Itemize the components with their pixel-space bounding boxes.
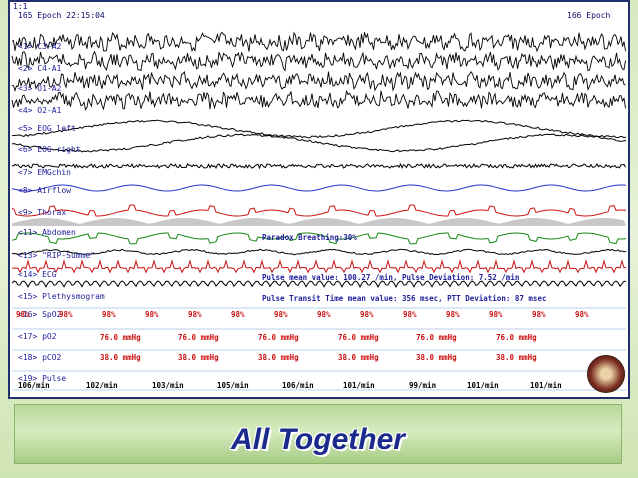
pco2-value: 38.0 mmHg — [338, 353, 379, 362]
channel-label: <14> ECG — [18, 270, 57, 279]
spo2-value: 98% — [403, 310, 417, 319]
channel-label: <16> SpO2 — [18, 310, 62, 319]
epoch-left-label: 165 Epoch 22:15:04 — [18, 11, 105, 20]
pco2-value: 38.0 mmHg — [416, 353, 457, 362]
channel-label: <7> EMGchin — [18, 168, 71, 177]
trace-13 — [11, 280, 627, 289]
trace-11 — [11, 248, 627, 256]
spo2-value: 98% — [489, 310, 503, 319]
spo2-value: 98% — [446, 310, 460, 319]
channel-label: <8> Airflow — [18, 186, 71, 195]
pco2-value: 38.0 mmHg — [100, 353, 141, 362]
trace-3 — [11, 70, 626, 92]
spo2-value: 98% — [231, 310, 245, 319]
po2-value: 76.0 mmHg — [416, 333, 457, 342]
spo2-value: 98% — [274, 310, 288, 319]
po2-value: 76.0 mmHg — [338, 333, 379, 342]
pco2-value: 38.0 mmHg — [496, 353, 537, 362]
trace-2 — [11, 50, 626, 72]
channel-label: <19> Pulse — [18, 374, 67, 383]
trace-9 — [11, 204, 627, 217]
caption-banner: All Together — [14, 404, 622, 464]
ptt-annotation: Pulse Transit Time mean value: 356 msec,… — [262, 294, 547, 303]
spo2-value: 98% — [317, 310, 331, 319]
channel-label: <6> EOG right — [18, 145, 81, 154]
trace-12 — [11, 259, 627, 274]
po2-value: 76.0 mmHg — [178, 333, 219, 342]
pulse-value: 106/min — [18, 381, 50, 390]
channel-label: <4> O2-A1 — [18, 106, 62, 115]
paradox-breathing-annotation: Paradox Breathing:30% — [262, 233, 357, 242]
spo2-value: 98% — [188, 310, 202, 319]
pulse-value: 105/min — [217, 381, 249, 390]
pco2-value: 38.0 mmHg — [178, 353, 219, 362]
thorax-abdomen-shading — [12, 218, 626, 226]
spo2-value: 98% — [145, 310, 159, 319]
signal-traces — [11, 31, 627, 391]
spo2-value: 98% — [16, 310, 30, 319]
lab-logo — [587, 355, 625, 393]
pulse-value: 101/min — [343, 381, 375, 390]
po2-value: 76.0 mmHg — [496, 333, 537, 342]
channel-label: <5> EOG left — [18, 124, 76, 133]
pulse-value: 99/min — [409, 381, 437, 390]
channel-label: <2> C4-A1 — [18, 64, 62, 73]
channel-label: <1> C3-A2 — [18, 42, 62, 51]
pulse-value: 102/min — [86, 381, 118, 390]
spo2-value: 98% — [59, 310, 73, 319]
channel-label: <11> Abdomen — [18, 228, 76, 237]
pulse-value: 103/min — [152, 381, 184, 390]
channel-label: <15> Plethysmogram — [18, 292, 105, 301]
pulse-value: 101/min — [467, 381, 499, 390]
trace-4 — [11, 89, 626, 111]
trace-5 — [11, 119, 627, 139]
spo2-value: 98% — [575, 310, 589, 319]
po2-value: 76.0 mmHg — [100, 333, 141, 342]
epoch-right-label: 166 Epoch — [567, 11, 611, 20]
channel-label: <13> "RIP-Summe" — [18, 251, 96, 260]
trace-8 — [11, 184, 627, 192]
pco2-value: 38.0 mmHg — [258, 353, 299, 362]
channel-label: <9> Thorax — [18, 208, 67, 217]
spo2-value: 98% — [532, 310, 546, 319]
trace-6 — [11, 133, 627, 153]
channel-label: <18> pCO2 — [18, 353, 62, 362]
channel-label: <17> pO2 — [18, 332, 57, 341]
psg-recording-window: 1:1 165 Epoch 22:15:04 166 Epoch <1> C3-… — [8, 0, 630, 399]
spo2-value: 98% — [360, 310, 374, 319]
slide-caption: All Together — [231, 423, 405, 456]
spo2-value: 98% — [102, 310, 116, 319]
channel-label: <3> O1-A2 — [18, 84, 62, 93]
trace-1 — [11, 31, 626, 53]
pulse-value: 101/min — [530, 381, 562, 390]
po2-value: 76.0 mmHg — [258, 333, 299, 342]
trace-10 — [11, 232, 627, 245]
page-indicator: 1:1 — [13, 2, 28, 11]
trace-7 — [11, 162, 626, 170]
pulse-mean-annotation: Pulse mean value: 100.27 /min, Pulse Dev… — [262, 273, 520, 282]
pulse-value: 106/min — [282, 381, 314, 390]
